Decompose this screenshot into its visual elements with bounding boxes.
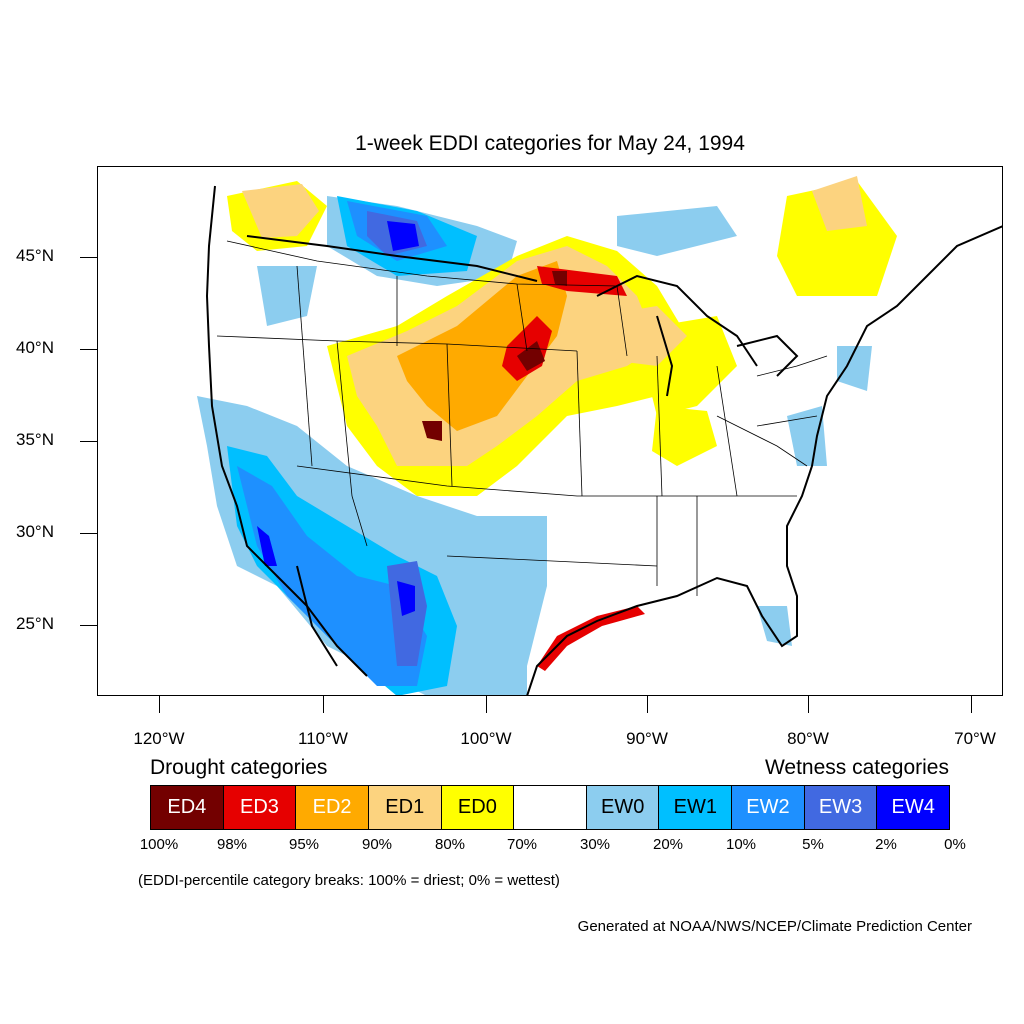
lat-label-45n: 45°N bbox=[16, 246, 54, 265]
lon-label-110w: 110°W bbox=[298, 729, 348, 748]
lon-tick-70w bbox=[971, 696, 972, 713]
credit-line: Generated at NOAA/NWS/NCEP/Climate Predi… bbox=[577, 918, 972, 935]
lat-tick-30n bbox=[80, 533, 97, 534]
dry-region-ed4-mn bbox=[552, 271, 567, 286]
legend-cell-ed1: ED1 bbox=[368, 786, 442, 829]
lat-label-25n: 25°N bbox=[16, 614, 54, 633]
dry-region-ne-ed1 bbox=[812, 176, 867, 231]
lon-label-70w: 70°W bbox=[954, 729, 996, 748]
lon-label-100w: 100°W bbox=[460, 729, 512, 748]
drought-categories-heading: Drought categories bbox=[150, 756, 328, 779]
lon-tick-110w bbox=[323, 696, 324, 713]
legend-cell-ed2: ED2 bbox=[296, 786, 369, 829]
wet-region-north-ew4 bbox=[387, 221, 419, 251]
wet-region-pnw-ew0 bbox=[257, 266, 317, 326]
legend-cell-ew1: EW1 bbox=[659, 786, 733, 829]
legend-cell-ed3: ED3 bbox=[223, 786, 297, 829]
pct-label-0: 0% bbox=[944, 836, 966, 853]
category-legend-bar: ED4 ED3 ED2 ED1 ED0 EW0 EW1 EW2 EW3 EW4 bbox=[150, 785, 950, 830]
lat-label-35n: 35°N bbox=[16, 430, 54, 449]
legend-cell-ew3: EW3 bbox=[804, 786, 878, 829]
legend-cell-ew4: EW4 bbox=[877, 786, 950, 829]
legend-cell-ed0: ED0 bbox=[441, 786, 515, 829]
pct-label-20: 20% bbox=[652, 836, 684, 853]
dry-region-ne-ed0 bbox=[777, 181, 897, 296]
pct-label-70: 70% bbox=[506, 836, 538, 853]
pct-label-95: 95% bbox=[288, 836, 320, 853]
category-breaks-note: (EDDI-percentile category breaks: 100% =… bbox=[138, 872, 560, 889]
conus-eddi-map bbox=[197, 176, 1003, 696]
lat-tick-25n bbox=[80, 625, 97, 626]
legend-cell-ed4: ED4 bbox=[151, 786, 224, 829]
lon-tick-120w bbox=[159, 696, 160, 713]
dry-region-gulf-coast bbox=[537, 606, 645, 671]
state-boundaries bbox=[216, 240, 828, 596]
wetness-categories-heading: Wetness categories bbox=[764, 756, 949, 779]
wet-region-canada-ew0 bbox=[617, 206, 737, 256]
pct-label-30: 30% bbox=[579, 836, 611, 853]
pct-label-10: 10% bbox=[725, 836, 757, 853]
dry-region-nw-ed1 bbox=[242, 184, 319, 238]
map-area bbox=[97, 166, 1003, 696]
dry-region-greatlakes-ed1 bbox=[597, 306, 687, 366]
pct-label-80: 80% bbox=[434, 836, 466, 853]
legend-cell-ew2: EW2 bbox=[732, 786, 805, 829]
pct-label-98: 98% bbox=[216, 836, 248, 853]
lon-tick-100w bbox=[486, 696, 487, 713]
dry-region-ohio-ed0 bbox=[652, 406, 717, 466]
wet-region-ne-ew0 bbox=[837, 346, 872, 391]
wet-region-tx-ew4 bbox=[397, 581, 415, 616]
lat-tick-35n bbox=[80, 441, 97, 442]
pct-label-100: 100% bbox=[139, 836, 179, 853]
lon-tick-90w bbox=[647, 696, 648, 713]
lat-label-30n: 30°N bbox=[16, 522, 54, 541]
lat-tick-40n bbox=[80, 349, 97, 350]
lon-label-120w: 120°W bbox=[133, 729, 185, 748]
coastlines bbox=[205, 185, 1003, 696]
legend-cell-neutral bbox=[514, 786, 587, 829]
pct-label-90: 90% bbox=[361, 836, 393, 853]
pct-label-2: 2% bbox=[875, 836, 897, 853]
lon-tick-80w bbox=[808, 696, 809, 713]
wet-region-east-ew0 bbox=[787, 406, 827, 466]
map-title: 1-week EDDI categories for May 24, 1994 bbox=[355, 132, 745, 155]
wet-region-sw-ew2 bbox=[237, 466, 427, 686]
lat-label-40n: 40°N bbox=[16, 338, 54, 357]
dry-region-ed4-co bbox=[422, 421, 442, 441]
wet-region-ca-ew4 bbox=[257, 526, 277, 566]
lat-tick-45n bbox=[80, 257, 97, 258]
legend-cell-ew0: EW0 bbox=[586, 786, 660, 829]
lon-label-90w: 90°W bbox=[626, 729, 668, 748]
lon-label-80w: 80°W bbox=[787, 729, 829, 748]
pct-label-5: 5% bbox=[802, 836, 824, 853]
wet-region-fl-ew0 bbox=[757, 606, 792, 646]
